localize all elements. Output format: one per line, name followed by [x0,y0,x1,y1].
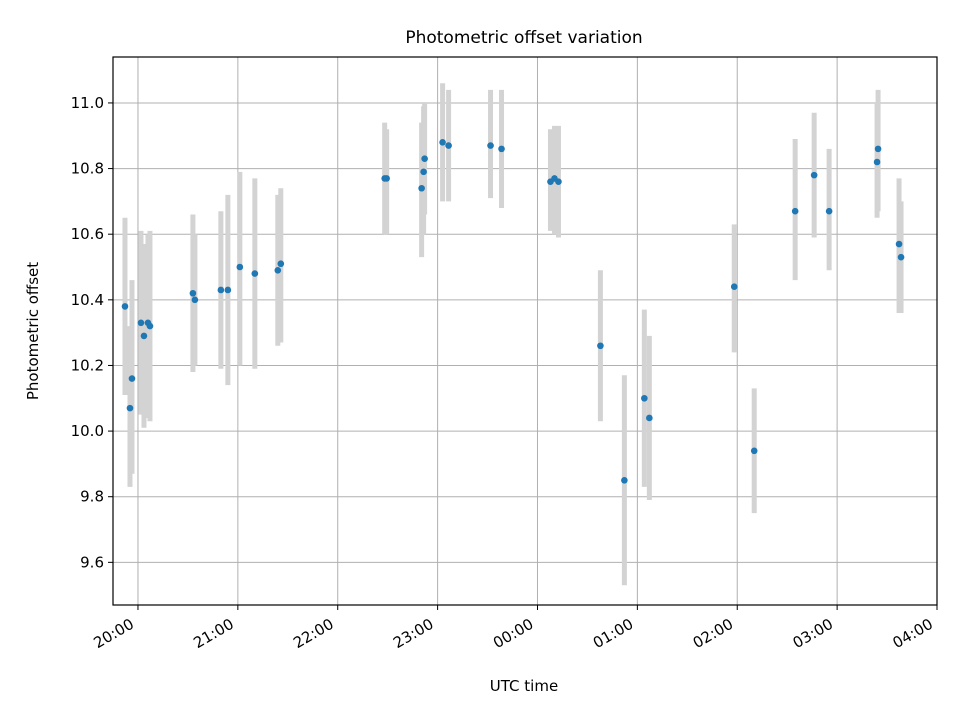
error-bars [122,83,904,586]
x-tick-label: 01:00 [590,615,636,652]
data-point [236,263,244,271]
chart-title: Photometric offset variation [405,28,642,48]
data-point [418,184,425,192]
data-point [730,283,738,291]
data-point [621,477,628,484]
x-tick-label: 23:00 [390,615,436,652]
y-tick-label: 11.0 [71,94,104,112]
data-point [421,155,428,163]
data-point [641,394,648,402]
data-point [189,289,197,297]
y-tick-label: 10.2 [71,356,104,374]
y-tick-label: 9.6 [80,553,104,571]
x-tick-label: 21:00 [190,615,236,652]
data-point [274,266,282,274]
y-axis-label: Photometric offset [24,262,42,400]
x-tick-label: 02:00 [690,615,736,652]
data-point [439,139,446,146]
data-point [146,322,154,330]
data-point [825,207,833,215]
data-point [420,168,427,176]
data-point [597,342,604,350]
y-tick-label: 10.6 [71,225,104,243]
data-point [128,375,136,382]
data-point [277,260,285,268]
data-point [445,142,452,149]
data-point [224,286,232,294]
y-tick-label: 10.0 [71,422,104,440]
y-tick-label: 9.8 [80,488,104,506]
data-point [874,145,882,153]
x-tick-label: 20:00 [91,615,137,652]
data-point [897,253,905,261]
data-point [895,240,903,248]
x-axis-label: UTC time [490,677,558,695]
data-point [251,270,259,277]
data-points [121,139,905,484]
data-point [555,178,562,185]
grid [113,57,938,605]
data-point [140,332,148,340]
plot-frame [112,56,938,606]
data-point [121,303,129,310]
x-tick-label: 22:00 [290,615,336,652]
data-point [191,296,199,304]
y-tick-label: 10.4 [71,291,104,309]
data-point [487,142,494,149]
y-axis: 9.6 9.8 10.0 10.2 10.4 10.6 10.8 11.0 [71,94,113,571]
x-tick-label: 00:00 [490,615,536,652]
data-point [137,319,145,327]
data-point [810,171,818,179]
data-point [498,145,505,153]
data-point [383,175,390,182]
x-tick-label: 03:00 [790,615,836,652]
data-point [791,207,799,215]
data-point [126,404,134,412]
data-point [646,414,653,422]
x-tick-label: 04:00 [890,615,936,652]
data-point [750,447,758,455]
y-tick-label: 10.8 [71,160,104,178]
data-point [217,286,225,294]
x-axis: 20:00 21:00 22:00 23:00 00:00 01:00 02:00 03:00… [91,605,938,652]
data-point [873,158,881,166]
